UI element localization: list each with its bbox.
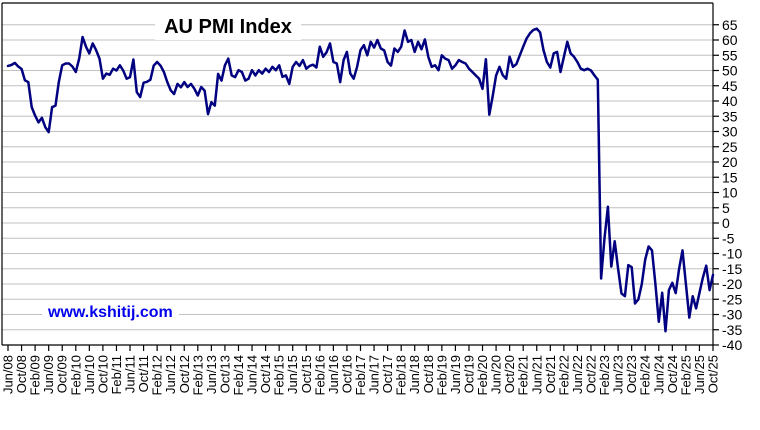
y-tick-label: -30 — [722, 307, 742, 323]
y-tick-label: -15 — [722, 261, 742, 277]
x-tick-label: Oct/14 — [258, 355, 273, 393]
x-tick-label: Jun/25 — [692, 355, 707, 394]
x-tick-label: Feb/12 — [150, 355, 165, 395]
chart-title: AU PMI Index — [155, 15, 301, 40]
x-tick-label: Jun/14 — [245, 355, 260, 394]
y-tick-label: 15 — [722, 169, 738, 185]
x-tick-label: Jun/24 — [651, 355, 666, 394]
x-tick-label: Jun/09 — [41, 355, 56, 394]
y-tick-label: 20 — [722, 154, 738, 170]
x-tick-label: Oct/23 — [624, 355, 639, 393]
x-tick-label: Jun/10 — [82, 355, 97, 394]
x-tick-label: Jun/22 — [570, 355, 585, 394]
y-tick-label: -20 — [722, 276, 742, 292]
x-tick-label: Oct/12 — [177, 355, 192, 393]
x-tick-label: Oct/18 — [421, 355, 436, 393]
x-tick-label: Feb/24 — [638, 355, 653, 395]
x-tick-label: Feb/22 — [556, 355, 571, 395]
x-tick-label: Feb/25 — [678, 355, 693, 395]
watermark-text: www.kshitij.com — [42, 302, 179, 324]
y-tick-label: 60 — [722, 32, 738, 48]
x-tick-label: Oct/24 — [665, 355, 680, 393]
y-tick-label: -25 — [722, 291, 742, 307]
y-tick-label: 30 — [722, 124, 738, 140]
x-tick-label: Feb/16 — [312, 355, 327, 395]
x-tick-label: Oct/16 — [339, 355, 354, 393]
x-tick-label: Feb/15 — [272, 355, 287, 395]
x-tick-label: Jun/12 — [163, 355, 178, 394]
x-tick-label: Oct/08 — [14, 355, 29, 393]
y-tick-label: 35 — [722, 108, 738, 124]
x-tick-label: Oct/15 — [299, 355, 314, 393]
x-tick-label: Feb/18 — [394, 355, 409, 395]
y-tick-label: 25 — [722, 139, 738, 155]
x-tick-label: Feb/17 — [353, 355, 368, 395]
x-tick-label: Jun/17 — [367, 355, 382, 394]
x-tick-label: Jun/21 — [529, 355, 544, 394]
pmi-series-line — [6, 27, 715, 333]
x-tick-label: Feb/11 — [109, 355, 124, 395]
x-tick-label: Jun/19 — [448, 355, 463, 394]
x-tick-label: Oct/10 — [95, 355, 110, 393]
x-tick-label: Jun/18 — [407, 355, 422, 394]
y-tick-label: 40 — [722, 93, 738, 109]
x-tick-label: Feb/20 — [475, 355, 490, 395]
x-tick-label: Oct/21 — [543, 355, 558, 393]
y-tick-label: 45 — [722, 78, 738, 94]
x-tick-label: Oct/20 — [502, 355, 517, 393]
x-tick-label: Feb/21 — [516, 355, 531, 395]
y-tick-label: -40 — [722, 337, 742, 353]
x-tick-label: Feb/14 — [231, 355, 246, 395]
x-tick-label: Feb/13 — [190, 355, 205, 395]
x-tick-label: Jun/13 — [204, 355, 219, 394]
x-tick-label: Jun/23 — [611, 355, 626, 394]
x-tick-label: Feb/10 — [68, 355, 83, 395]
x-tick-label: Oct/25 — [706, 355, 721, 393]
x-tick-label: Feb/23 — [597, 355, 612, 395]
x-tick-label: Oct/09 — [55, 355, 70, 393]
x-tick-label: Oct/22 — [583, 355, 598, 393]
y-tick-label: -10 — [722, 246, 742, 262]
y-tick-label: 50 — [722, 63, 738, 79]
x-tick-label: Jun/11 — [123, 355, 138, 393]
x-tick-label: Oct/13 — [217, 355, 232, 393]
x-tick-label: Oct/19 — [461, 355, 476, 393]
x-tick-label: Oct/17 — [380, 355, 395, 393]
y-tick-label: 0 — [722, 215, 730, 231]
x-tick-label: Oct/11 — [136, 355, 151, 392]
y-tick-label: 10 — [722, 185, 738, 201]
x-tick-label: Feb/19 — [434, 355, 449, 395]
y-tick-label: 5 — [722, 200, 730, 216]
x-tick-label: Feb/09 — [28, 355, 43, 395]
y-tick-label: -35 — [722, 322, 742, 338]
x-tick-label: Jun/15 — [285, 355, 300, 394]
y-tick-label: -5 — [722, 230, 735, 246]
y-tick-label: 65 — [722, 17, 738, 33]
x-tick-label: Jun/08 — [1, 355, 16, 394]
y-tick-label: 55 — [722, 47, 738, 63]
x-tick-label: Jun/16 — [326, 355, 341, 394]
x-tick-label: Jun/20 — [489, 355, 504, 394]
